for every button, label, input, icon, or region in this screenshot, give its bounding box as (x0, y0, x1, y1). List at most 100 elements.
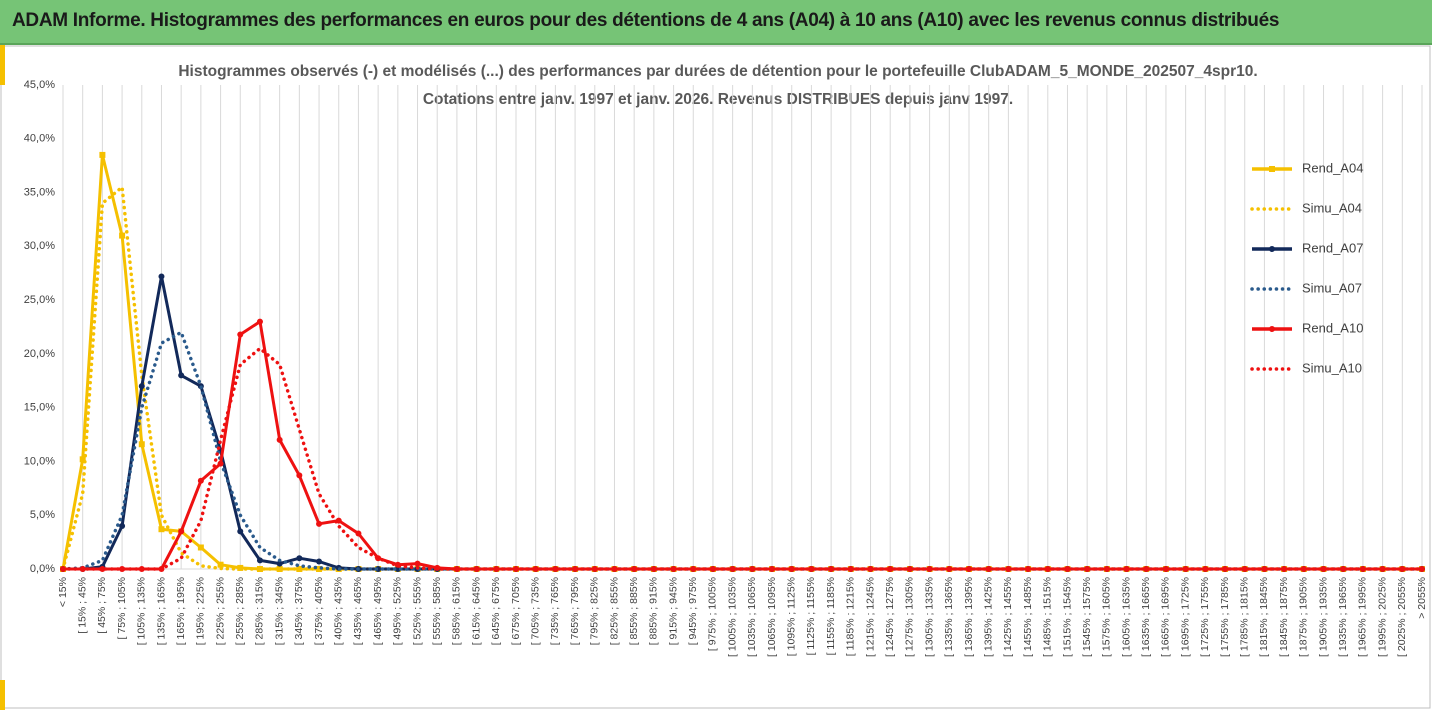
header: ADAM Informe. Histogrammes des performan… (0, 0, 1432, 45)
point (1419, 566, 1425, 572)
y-tick-label: 25,0% (24, 294, 55, 306)
x-tick-label: [ 525% ; 555% (411, 577, 423, 645)
x-tick-label: [ 75% ; 105% (116, 577, 128, 639)
point (197, 477, 204, 484)
point (1320, 566, 1327, 572)
point (178, 528, 185, 535)
point (808, 566, 815, 572)
x-tick-label: [ 1455% ; 1485% (1022, 577, 1034, 657)
x-tick-label: [ 225% ; 255% (214, 577, 226, 645)
point (276, 566, 283, 572)
point (197, 544, 204, 551)
y-tick-label: 10,0% (24, 455, 55, 467)
point (631, 566, 638, 572)
x-tick-label: [ 465% ; 495% (372, 577, 384, 645)
accent (0, 680, 5, 710)
point (79, 456, 86, 463)
series-line (61, 346, 1424, 571)
y-tick-label: 30,0% (24, 240, 55, 252)
x-tick-label: > 2055% (1416, 577, 1428, 619)
legend-marker (1269, 246, 1275, 252)
x-tick-label: [ 2025% ; 2055% (1396, 577, 1408, 657)
x-tick-label: [ 1125% ; 1155% (805, 577, 817, 655)
x-tick-label: [ 1275% ; 1305% (904, 577, 916, 657)
x-tick-label: [ 1605% ; 1635% (1120, 577, 1132, 657)
x-tick-label: [ 135% ; 165% (155, 577, 167, 645)
x-tick-label: [ 1935% ; 1965% (1337, 577, 1349, 657)
x-tick-label: [ 345% ; 375% (293, 577, 305, 645)
point (316, 558, 323, 565)
x-tick-label: [ 1845% ; 1875% (1278, 577, 1290, 657)
x-tick-label: [ 435% ; 465% (352, 577, 364, 645)
x-tick-label: [ 855% ; 885% (628, 577, 640, 645)
x-tick-label: [ 15% ; 45% (76, 577, 88, 634)
y-tick-label: 20,0% (24, 348, 55, 360)
x-tick-label: [ 1065% ; 1095% (766, 577, 778, 657)
point (99, 566, 106, 572)
x-tick-label: [ 675% ; 705% (510, 577, 522, 645)
x-tick-label: [ 1665% ; 1695% (1160, 577, 1172, 657)
point (355, 530, 362, 537)
x-tick-label: [ 1545% ; 1575% (1081, 577, 1093, 657)
x-tick-label: [ 945% ; 975% (687, 577, 699, 645)
chart-frame (0, 45, 1431, 709)
x-tick-label: [ 195% ; 225% (195, 577, 207, 645)
accent (0, 45, 5, 85)
point (966, 566, 972, 572)
point (276, 436, 283, 443)
x-tick-label: [ 735% ; 765% (549, 577, 561, 645)
x-tick-label: [ 1815% ; 1845% (1258, 577, 1270, 657)
x-tick-label: [ 585% ; 615% (451, 577, 463, 645)
point (453, 566, 460, 572)
x-tick-label: [ 1515% ; 1545% (1061, 577, 1073, 657)
x-tick-label: [ 495% ; 525% (392, 577, 404, 645)
x-tick-label: [ 1995% ; 2025% (1376, 577, 1388, 657)
x-tick-label: [ 1245% ; 1275% (884, 577, 896, 657)
point (709, 566, 716, 572)
point (119, 232, 126, 239)
x-tick-label: [ 975% ; 1005% (707, 577, 719, 651)
x-tick-label: [ 795% ; 825% (589, 577, 601, 645)
x-tick-label: [ 285% ; 315% (254, 577, 266, 645)
legend-label: Simu_A10 (1302, 360, 1362, 375)
y-tick-label: 0,0% (30, 563, 55, 575)
y-tick-label: 40,0% (24, 133, 55, 145)
x-tick-label: [ 1095% ; 1125% (786, 577, 798, 656)
legend-marker (1269, 166, 1275, 172)
y-tick-label: 5,0% (30, 509, 55, 521)
x-tick-label: [ 1725% ; 1755% (1199, 577, 1211, 657)
x-tick-label: [ 405% ; 435% (333, 577, 345, 645)
point (256, 566, 263, 572)
x-tick-label: [ 1965% ; 1995% (1357, 577, 1369, 657)
x-tick-label: [ 1425% ; 1455% (1002, 577, 1014, 657)
point (138, 383, 145, 390)
x-tick-label: [ 165% ; 195% (175, 577, 187, 645)
y-tick-label: 15,0% (24, 402, 55, 414)
point (1399, 566, 1406, 572)
point (237, 331, 244, 338)
chart: Histogrammes observés (-) et modélisés (… (0, 45, 1431, 710)
point (158, 273, 165, 280)
x-tick-label: [ 45% ; 75% (96, 577, 108, 634)
point (158, 526, 165, 533)
x-tick-label: [ 825% ; 855% (608, 577, 620, 645)
legend-label: Simu_A04 (1302, 200, 1362, 215)
legend-label: Rend_A10 (1302, 320, 1363, 335)
point (178, 372, 185, 379)
y-tick-label: 45,0% (24, 79, 55, 91)
x-tick-label: [ 375% ; 405% (313, 577, 325, 645)
legend-label: Rend_A04 (1302, 160, 1363, 175)
x-tick-label: [ 1785% ; 1815% (1239, 577, 1251, 657)
x-tick-label: [ 765% ; 795% (569, 577, 581, 645)
x-tick-label: [ 1215% ; 1245% (864, 577, 876, 657)
x-tick-label: [ 705% ; 735% (529, 577, 541, 645)
x-tick-label: [ 1335% ; 1365% (943, 577, 955, 657)
point (276, 560, 283, 567)
x-tick-label: [ 645% ; 675% (490, 577, 502, 645)
x-tick-label: [ 1875% ; 1905% (1298, 577, 1310, 657)
x-tick-label: [ 1905% ; 1935% (1317, 577, 1329, 657)
x-tick-label: [ 1755% ; 1785% (1219, 577, 1231, 657)
point (138, 441, 145, 448)
x-tick-label: [ 1635% ; 1665% (1140, 577, 1152, 657)
